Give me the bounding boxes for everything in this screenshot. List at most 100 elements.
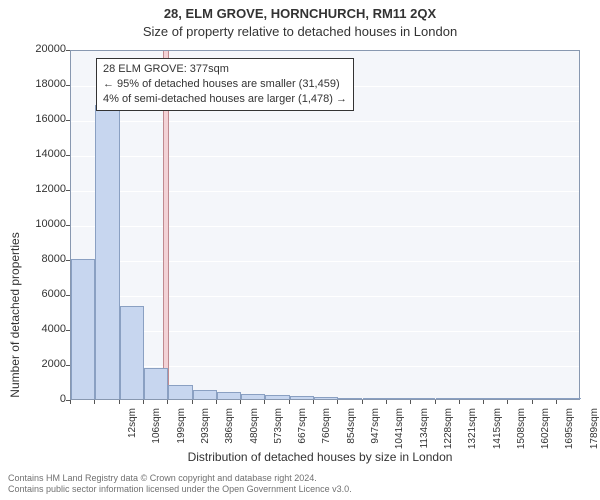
y-tick-label: 2000 — [16, 358, 66, 370]
y-tick-label: 20000 — [16, 43, 66, 55]
x-tick-label: 1602sqm — [540, 408, 551, 468]
x-tick-label: 854sqm — [346, 408, 357, 468]
y-tick-mark — [66, 155, 70, 156]
histogram-bar — [193, 390, 217, 399]
x-tick-mark — [289, 400, 290, 404]
annotation-line-1: ← 95% of detached houses are smaller (31… — [103, 77, 347, 92]
x-tick-label: 760sqm — [321, 408, 332, 468]
x-tick-label: 1695sqm — [564, 408, 575, 468]
x-tick-label: 667sqm — [297, 408, 308, 468]
histogram-bar — [290, 396, 314, 400]
x-tick-label: 1321sqm — [467, 408, 478, 468]
footer-line-1: Contains HM Land Registry data © Crown c… — [8, 473, 352, 485]
x-tick-label: 199sqm — [176, 408, 187, 468]
histogram-bar — [168, 385, 192, 399]
chart-title-main: 28, ELM GROVE, HORNCHURCH, RM11 2QX — [0, 6, 600, 21]
x-tick-mark — [435, 400, 436, 404]
x-tick-label: 1041sqm — [394, 408, 405, 468]
histogram-bar — [265, 395, 289, 399]
histogram-bar — [411, 398, 435, 399]
chart-title-sub: Size of property relative to detached ho… — [0, 24, 600, 39]
x-tick-mark — [386, 400, 387, 404]
x-tick-mark — [143, 400, 144, 404]
histogram-bar — [314, 397, 338, 399]
x-tick-mark — [119, 400, 120, 404]
histogram-bar — [363, 398, 387, 399]
histogram-bar — [387, 398, 411, 399]
histogram-bar — [338, 398, 362, 399]
histogram-bar — [460, 398, 484, 399]
y-tick-label: 12000 — [16, 183, 66, 195]
x-tick-mark — [507, 400, 508, 404]
x-tick-label: 947sqm — [370, 408, 381, 468]
y-tick-mark — [66, 295, 70, 296]
histogram-bar — [144, 368, 168, 400]
x-tick-mark — [167, 400, 168, 404]
y-tick-mark — [66, 85, 70, 86]
x-tick-label: 1228sqm — [443, 408, 454, 468]
footer-line-2: Contains public sector information licen… — [8, 484, 352, 496]
gridline-h — [71, 191, 579, 192]
gridline-h — [71, 261, 579, 262]
y-tick-label: 18000 — [16, 78, 66, 90]
y-tick-label: 10000 — [16, 218, 66, 230]
x-tick-mark — [410, 400, 411, 404]
x-tick-mark — [556, 400, 557, 404]
footer-attribution: Contains HM Land Registry data © Crown c… — [8, 473, 352, 496]
x-tick-mark — [192, 400, 193, 404]
x-tick-mark — [532, 400, 533, 404]
y-tick-mark — [66, 365, 70, 366]
x-tick-label: 386sqm — [224, 408, 235, 468]
gridline-h — [71, 331, 579, 332]
x-tick-label: 293sqm — [200, 408, 211, 468]
x-tick-mark — [70, 400, 71, 404]
x-tick-mark — [459, 400, 460, 404]
histogram-bar — [436, 398, 460, 399]
histogram-bar — [95, 105, 119, 399]
histogram-bar — [217, 392, 241, 399]
x-tick-mark — [337, 400, 338, 404]
gridline-h — [71, 121, 579, 122]
x-tick-label: 480sqm — [249, 408, 260, 468]
y-tick-label: 16000 — [16, 113, 66, 125]
chart-container: 28, ELM GROVE, HORNCHURCH, RM11 2QX Size… — [0, 0, 600, 500]
histogram-bar — [120, 306, 144, 399]
gridline-h — [71, 226, 579, 227]
annotation-line-0: 28 ELM GROVE: 377sqm — [103, 62, 347, 77]
histogram-bar — [557, 398, 581, 399]
x-tick-label: 1508sqm — [516, 408, 527, 468]
histogram-bar — [533, 398, 557, 399]
y-tick-mark — [66, 50, 70, 51]
gridline-h — [71, 156, 579, 157]
annotation-box: 28 ELM GROVE: 377sqm ← 95% of detached h… — [96, 58, 354, 111]
y-tick-label: 0 — [16, 393, 66, 405]
x-tick-label: 1789sqm — [589, 408, 600, 468]
y-tick-mark — [66, 225, 70, 226]
x-tick-label: 1415sqm — [492, 408, 503, 468]
x-tick-label: 12sqm — [127, 408, 138, 468]
x-tick-mark — [240, 400, 241, 404]
y-tick-mark — [66, 190, 70, 191]
y-tick-mark — [66, 330, 70, 331]
x-tick-mark — [362, 400, 363, 404]
y-tick-label: 14000 — [16, 148, 66, 160]
y-tick-label: 8000 — [16, 253, 66, 265]
x-tick-mark — [483, 400, 484, 404]
gridline-h — [71, 296, 579, 297]
x-tick-label: 1134sqm — [419, 408, 430, 468]
annotation-line-2: 4% of semi-detached houses are larger (1… — [103, 92, 347, 107]
x-tick-label: 106sqm — [151, 408, 162, 468]
histogram-bar — [508, 398, 532, 399]
y-tick-label: 4000 — [16, 323, 66, 335]
y-tick-mark — [66, 260, 70, 261]
x-tick-mark — [313, 400, 314, 404]
x-tick-mark — [216, 400, 217, 404]
histogram-bar — [71, 259, 95, 399]
x-tick-label: 573sqm — [273, 408, 284, 468]
y-tick-mark — [66, 120, 70, 121]
histogram-bar — [241, 394, 265, 399]
x-tick-mark — [94, 400, 95, 404]
histogram-bar — [484, 398, 508, 399]
x-tick-mark — [264, 400, 265, 404]
y-tick-label: 6000 — [16, 288, 66, 300]
